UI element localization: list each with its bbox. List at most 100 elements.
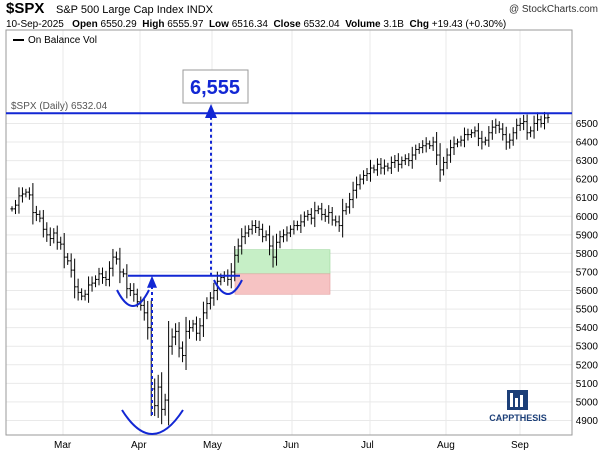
ohlc-bar <box>254 219 258 233</box>
capp-logo-text: CAPPTHESIS <box>489 413 547 423</box>
y-tick-label: 5700 <box>576 267 599 278</box>
ohlc-bar <box>400 156 404 169</box>
ohlc-bar <box>452 136 456 156</box>
ohlc-bar <box>508 133 512 149</box>
ohlc-bar <box>532 115 536 139</box>
ohlc-bar <box>13 199 18 215</box>
stockcharts-credit[interactable]: @ StockCharts.com <box>508 4 598 15</box>
low-label: Low <box>208 19 229 30</box>
ohlc-bar <box>80 288 84 301</box>
volume-value: 3.1B <box>383 19 404 30</box>
target-callout: 6,555 <box>182 69 249 104</box>
ohlc-bar <box>125 264 129 299</box>
ohlc-bar <box>515 118 519 140</box>
y-tick-label: 6100 <box>576 193 599 204</box>
ohlc-bar <box>100 267 105 284</box>
ohlc-bar <box>41 209 45 238</box>
y-tick-label: 6400 <box>576 138 599 149</box>
ohlc-bar <box>518 117 522 131</box>
y-tick-label: 6500 <box>576 119 599 130</box>
legend-obv: On Balance Vol <box>28 35 97 46</box>
ohlc-bar <box>497 121 501 134</box>
ohlc-bar <box>295 220 300 231</box>
ohlc-bar <box>403 154 407 166</box>
volume-label: Volume <box>345 19 381 30</box>
ohlc-bar <box>441 156 446 176</box>
open-label: Open <box>72 19 98 30</box>
ohlc-bar <box>198 318 202 342</box>
ohlc-bar <box>504 126 508 150</box>
ohlc-bar <box>187 320 192 339</box>
ohlc-bar <box>323 208 327 222</box>
grid <box>6 30 572 435</box>
ohlc-bar <box>281 229 286 243</box>
ohlc-bar <box>476 123 480 147</box>
ohlc-bar <box>170 328 174 355</box>
open-value: 6550.29 <box>100 19 137 30</box>
capp-logo: CAPPTHESIS <box>489 390 547 423</box>
ohlc-bar <box>316 205 320 215</box>
ohlc-bar <box>421 140 425 154</box>
ohlc-bar <box>267 225 272 256</box>
x-tick-label: Jun <box>283 440 299 451</box>
ohlc-bar <box>435 131 439 166</box>
ohlc-bar <box>334 215 338 227</box>
ohlc-bar <box>337 215 341 232</box>
ohlc-bar <box>118 247 122 284</box>
close-label: Close <box>273 19 301 30</box>
index-name: S&P 500 Large Cap Index <box>56 4 184 16</box>
ohlc-bar <box>45 222 49 242</box>
ohlc-bar <box>90 276 94 292</box>
ohlc-bar <box>128 283 132 297</box>
y-tick-label: 6200 <box>576 175 599 186</box>
target-projection-arrowhead <box>205 104 217 118</box>
target-callout-box <box>182 69 249 104</box>
ohlc-bar <box>69 253 73 278</box>
ohlc-bar <box>546 112 550 123</box>
ohlc-bar <box>201 301 206 337</box>
y-tick-label: 5100 <box>576 379 599 390</box>
red-zone-box <box>234 273 331 295</box>
legend-price: $SPX (Daily) 6532.04 <box>11 101 108 112</box>
high-label: High <box>142 19 165 30</box>
x-tick-label: Aug <box>437 440 455 451</box>
ohlc-bar <box>20 187 25 203</box>
ohlc-bar <box>191 319 195 332</box>
ohlc-bar <box>83 289 87 301</box>
ohlc-bar <box>490 120 494 140</box>
ohlc-bar <box>299 214 303 233</box>
annotations <box>6 104 572 435</box>
ohlc-bar <box>410 146 414 169</box>
high-value: 6555.97 <box>167 19 204 30</box>
y-tick-label: 5300 <box>576 342 599 353</box>
x-tick-label: Sep <box>511 440 529 451</box>
ohlc-bar <box>247 225 251 238</box>
ohlc-bar <box>414 144 418 160</box>
ohlc-bar <box>180 341 185 363</box>
ohlc-bar <box>455 138 460 148</box>
ohlc-bar <box>240 228 244 255</box>
ohlc-bar <box>483 136 487 146</box>
ohlc-bar <box>271 235 275 268</box>
chg-value: +19.43 (+0.30%) <box>431 19 507 30</box>
ohlc-bar <box>379 157 383 175</box>
price-bars <box>10 111 550 426</box>
ohlc-bar <box>97 267 101 286</box>
ohlc-bar <box>327 205 331 224</box>
ohlc-bar <box>462 127 467 148</box>
ohlc-bar <box>107 261 112 287</box>
ohlc-bar <box>38 210 42 223</box>
head-arc <box>121 409 184 435</box>
y-axis: 4900 5000 5100 5200 5300 5400 5500 5600 5700 5800… <box>576 119 599 427</box>
y-tick-label: 5600 <box>576 286 599 297</box>
ohlc-bar <box>17 187 21 214</box>
ohlc-bar <box>184 316 188 371</box>
ohlc-bar <box>132 283 136 302</box>
symbol: $SPX <box>6 0 45 17</box>
x-tick-label: Apr <box>131 440 147 451</box>
y-tick-label: 6300 <box>576 156 599 167</box>
ohlc-bar <box>24 188 28 198</box>
ohlc-bar <box>386 162 390 172</box>
ohlc-bar <box>146 300 150 340</box>
